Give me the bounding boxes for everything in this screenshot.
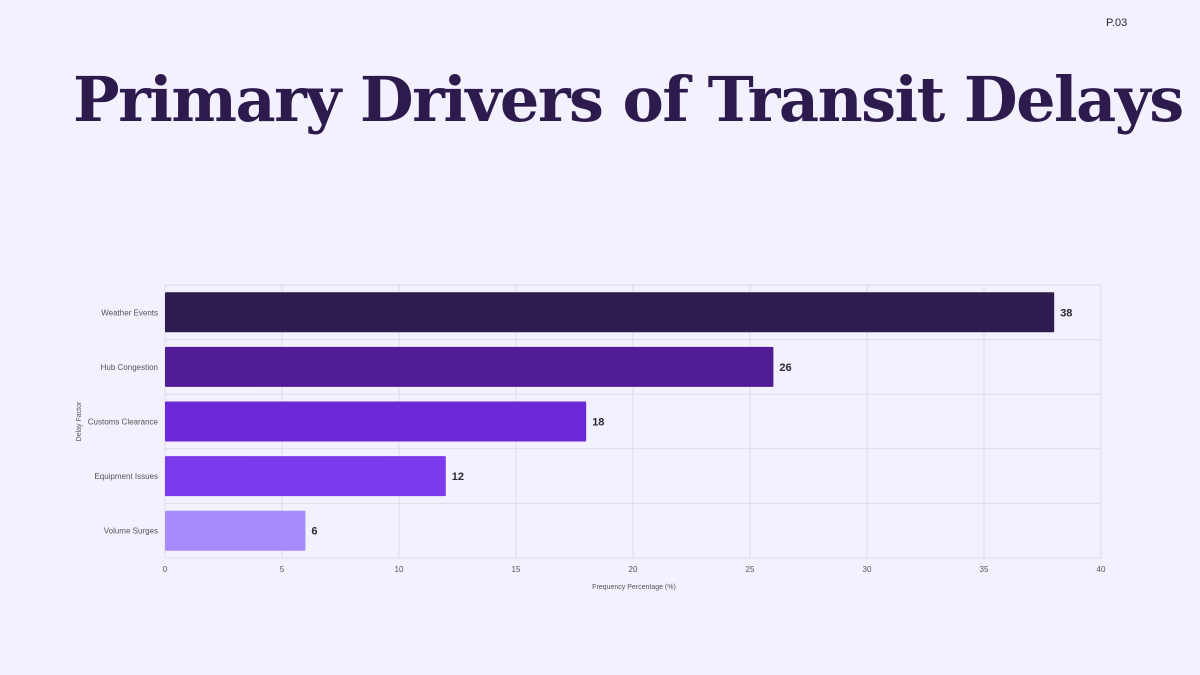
y-tick-label: Customs Clearance bbox=[88, 418, 159, 427]
data-label: 38 bbox=[1060, 307, 1072, 319]
x-axis-title: Frequency Percentage (%) bbox=[592, 584, 676, 591]
x-tick-label: 20 bbox=[629, 565, 638, 574]
x-tick-label: 25 bbox=[746, 565, 755, 574]
bar bbox=[165, 292, 1055, 333]
labels: 0 5 10 15 20 25 30 35 40 Weather Events 38 Hub Cong… bbox=[88, 307, 1106, 574]
data-label: 18 bbox=[592, 417, 604, 429]
bar bbox=[165, 401, 587, 442]
x-tick-label: 10 bbox=[395, 565, 404, 574]
data-label: 12 bbox=[452, 471, 464, 483]
x-tick-label: 15 bbox=[512, 565, 521, 574]
bar bbox=[165, 510, 306, 551]
y-tick-label: Weather Events bbox=[101, 308, 158, 317]
y-tick-label: Equipment Issues bbox=[94, 472, 158, 481]
x-tick-label: 0 bbox=[163, 565, 168, 574]
x-tick-label: 35 bbox=[980, 565, 989, 574]
bars bbox=[165, 292, 1055, 551]
bar bbox=[165, 346, 774, 387]
slide-title: Primary Drivers of Transit Delays bbox=[73, 63, 1184, 136]
bar bbox=[165, 456, 446, 497]
x-tick-label: 40 bbox=[1097, 565, 1106, 574]
page-number: P.03 bbox=[1106, 17, 1128, 29]
x-tick-label: 30 bbox=[863, 565, 872, 574]
x-tick-label: 5 bbox=[280, 565, 285, 574]
y-tick-label: Hub Congestion bbox=[101, 363, 158, 372]
data-label: 26 bbox=[779, 362, 791, 374]
data-label: 6 bbox=[311, 526, 317, 538]
y-tick-label: Volume Surges bbox=[104, 527, 158, 536]
y-axis-title: Delay Factor bbox=[76, 401, 83, 441]
